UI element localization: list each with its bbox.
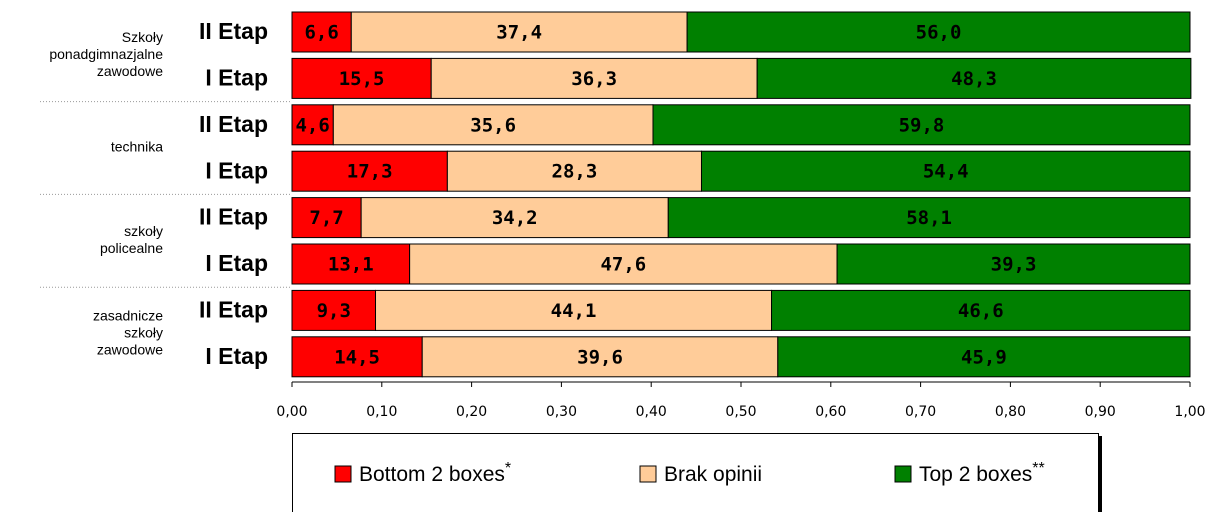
value-label: 36,3 <box>571 68 617 90</box>
bar-segment <box>291 289 377 331</box>
value-label: 34,2 <box>492 207 538 229</box>
legend-item: Brak opinii <box>639 463 762 486</box>
value-label: 37,4 <box>496 22 542 44</box>
bar-segment <box>777 336 1191 378</box>
bar-segment <box>291 243 411 285</box>
legend-name: Bottom 2 boxes <box>359 463 505 486</box>
bar-segment <box>430 57 758 99</box>
legend-name: Brak opinii <box>664 463 762 486</box>
group-label: zasadnicze <box>93 307 163 323</box>
bar-segment <box>771 289 1191 331</box>
bar-segment <box>291 197 362 239</box>
legend-item: Top 2 boxes** <box>894 460 1045 486</box>
value-label: 17,3 <box>347 161 393 183</box>
bar-segment <box>421 336 779 378</box>
x-tick-label: 0,70 <box>905 404 936 420</box>
value-label: 9,3 <box>317 300 351 322</box>
value-label: 13,1 <box>328 254 374 276</box>
value-label: 35,6 <box>470 114 516 136</box>
group-label: ponadgimnazjalne <box>49 46 163 62</box>
legend-name: Top 2 boxes <box>919 463 1032 486</box>
value-label: 15,5 <box>339 68 385 90</box>
value-label: 4,6 <box>295 114 329 136</box>
value-label: 6,6 <box>304 22 338 44</box>
value-label: 39,6 <box>577 346 623 368</box>
bar-segment <box>291 11 352 53</box>
value-label: 59,8 <box>899 114 945 136</box>
category-label: II Etap <box>199 204 268 230</box>
legend-label: Top 2 boxes** <box>919 460 1045 485</box>
bar-segment <box>756 57 1192 99</box>
group-label: technika <box>111 139 163 155</box>
value-label: 7,7 <box>309 207 343 229</box>
x-tick-label: 0,40 <box>636 404 667 420</box>
legend-label: Brak opinii <box>664 463 762 486</box>
category-label: I Etap <box>205 343 268 369</box>
legend-item: Bottom 2 boxes* <box>334 460 511 486</box>
bar-segment <box>350 11 688 53</box>
category-label: II Etap <box>199 111 268 137</box>
value-label: 48,3 <box>951 68 997 90</box>
x-tick-label: 0,80 <box>995 404 1026 420</box>
x-tick-label: 0,90 <box>1085 404 1116 420</box>
x-tick-label: 0,60 <box>815 404 846 420</box>
x-tick-label: 0,20 <box>456 404 487 420</box>
bar-segment <box>700 150 1191 192</box>
bar-segment <box>332 104 654 146</box>
category-label: II Etap <box>199 18 268 44</box>
value-label: 58,1 <box>906 207 952 229</box>
category-label: I Etap <box>205 157 268 183</box>
x-tick-label: 0,30 <box>546 404 577 420</box>
group-label: szkoły <box>124 223 163 239</box>
bar-segment <box>291 57 432 99</box>
bar-segment <box>836 243 1191 285</box>
bar-segment <box>375 289 773 331</box>
bar-segment <box>652 104 1191 146</box>
bar-segment <box>360 197 669 239</box>
group-label: zawodowe <box>97 341 163 357</box>
value-label: 14,5 <box>334 346 380 368</box>
value-label: 39,3 <box>991 254 1037 276</box>
value-label: 45,9 <box>961 346 1007 368</box>
legend-note: ** <box>1032 460 1044 477</box>
value-label: 44,1 <box>551 300 597 322</box>
category-label: I Etap <box>205 64 268 90</box>
value-label: 47,6 <box>600 254 646 276</box>
x-tick-label: 0,10 <box>366 404 397 420</box>
category-label: I Etap <box>205 250 268 276</box>
group-label: policealne <box>100 240 163 256</box>
x-tick-label: 0,00 <box>276 404 307 420</box>
x-tick-label: 1,00 <box>1174 404 1205 420</box>
legend-note: * <box>505 460 511 477</box>
bar-segment <box>446 150 702 192</box>
bar-segment <box>667 197 1191 239</box>
x-tick-label: 0,50 <box>725 404 756 420</box>
legend-label: Bottom 2 boxes* <box>359 460 511 485</box>
group-label: Szkoły <box>122 29 163 45</box>
value-label: 56,0 <box>916 22 962 44</box>
group-label: zawodowe <box>97 63 163 79</box>
value-label: 54,4 <box>923 161 969 183</box>
value-label: 46,6 <box>958 300 1004 322</box>
bar-segment <box>686 11 1191 53</box>
legend-box <box>292 433 1099 512</box>
group-label: szkoły <box>124 324 163 340</box>
bar-segment <box>409 243 838 285</box>
legend-swatch <box>894 465 912 483</box>
category-label: II Etap <box>199 296 268 322</box>
legend-shadow <box>1097 436 1102 512</box>
value-label: 28,3 <box>552 161 598 183</box>
bar-segment <box>291 150 448 192</box>
legend-swatch <box>639 465 657 483</box>
legend-swatch <box>334 465 352 483</box>
